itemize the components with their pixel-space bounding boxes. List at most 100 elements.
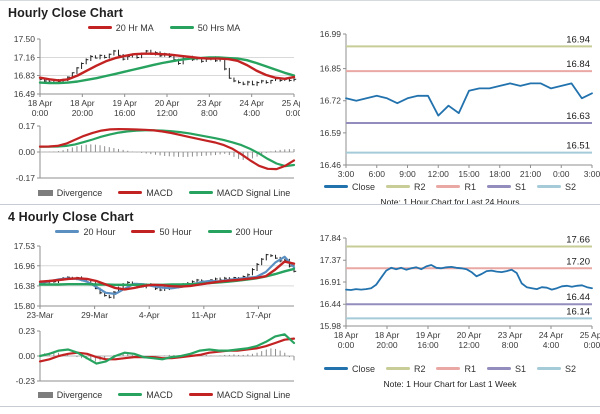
legend-line-swatch — [537, 367, 562, 370]
svg-text:20:00: 20:00 — [72, 108, 94, 118]
weekly-sr-chart: 17.84 17.37 16.91 16.44 15.98 17.66 17.20 16.44… — [320, 234, 600, 350]
svg-text:0:00: 0:00 — [553, 169, 570, 179]
legend-line-swatch — [118, 393, 143, 396]
legend-line-swatch — [436, 185, 461, 188]
hourly-ma-legend: 20 Hr MA 50 Hrs MA — [28, 21, 300, 34]
legend-label: Divergence — [56, 187, 103, 198]
svg-text:16.44: 16.44 — [566, 292, 590, 303]
svg-text:17.53: 17.53 — [14, 241, 36, 251]
legend-label: S2 — [565, 181, 577, 192]
svg-text:8:00: 8:00 — [201, 108, 218, 118]
legend-label: MACD — [146, 389, 173, 400]
svg-text:16.49: 16.49 — [14, 89, 36, 99]
svg-text:16.46: 16.46 — [320, 160, 342, 170]
hourly-sr-legend: Close R2 R1 S1 S2 — [300, 180, 600, 193]
hourly-macd-chart: 0.17 0.00 -0.17 — [16, 121, 296, 183]
legend-label: MACD Signal Line — [216, 187, 291, 198]
svg-text:25 Apr: 25 Apr — [282, 98, 300, 108]
svg-text:18 Apr: 18 Apr — [70, 98, 95, 108]
svg-text:23-Mar: 23-Mar — [27, 310, 54, 320]
svg-text:8:00: 8:00 — [502, 340, 519, 350]
svg-text:16.38: 16.38 — [14, 281, 36, 291]
legend-line-swatch — [87, 26, 112, 29]
svg-text:18:00: 18:00 — [489, 169, 511, 179]
svg-text:29-Mar: 29-Mar — [81, 310, 108, 320]
svg-text:4-Apr: 4-Apr — [139, 310, 160, 320]
svg-text:20:00: 20:00 — [376, 340, 398, 350]
legend-line-swatch — [207, 230, 232, 233]
svg-text:12:00: 12:00 — [428, 169, 450, 179]
svg-text:18 Apr: 18 Apr — [28, 98, 53, 108]
legend-item-macd-signal-line: MACD Signal Line — [188, 187, 291, 198]
svg-text:21:00: 21:00 — [520, 169, 542, 179]
legend-item-r2: R2 — [385, 182, 425, 192]
svg-text:17.20: 17.20 — [566, 256, 590, 267]
legend-line-swatch — [323, 185, 348, 188]
svg-text:0:00: 0:00 — [32, 108, 49, 118]
svg-text:24 Apr: 24 Apr — [239, 98, 264, 108]
legend-line-swatch — [537, 185, 562, 188]
svg-text:24 Apr: 24 Apr — [539, 330, 564, 340]
hourly-sr-chart: 16.99 16.85 16.72 16.59 16.46 16.94 16.84 16.63… — [320, 29, 600, 179]
legend-bar-swatch — [37, 391, 53, 398]
horizontal-divider — [0, 406, 600, 407]
svg-text:17.50: 17.50 — [14, 36, 36, 44]
legend-line-swatch — [385, 367, 410, 370]
svg-text:0:00: 0:00 — [584, 340, 600, 350]
svg-text:0:00: 0:00 — [286, 108, 300, 118]
legend-item-200-hour: 200 Hour — [207, 227, 273, 237]
hourly-sr-note: Note: 1 Hour Chart for Last 24 Hours — [380, 197, 520, 207]
legend-line-swatch — [131, 230, 156, 233]
legend-item-divergence: Divergence — [37, 390, 102, 400]
svg-text:9:00: 9:00 — [399, 169, 416, 179]
svg-text:17-Apr: 17-Apr — [246, 310, 272, 320]
legend-item-20-hour: 20 Hour — [55, 227, 115, 237]
svg-text:16.59: 16.59 — [320, 128, 342, 138]
legend-item-r2: R2 — [385, 364, 425, 374]
svg-text:16.94: 16.94 — [566, 34, 590, 45]
legend-line-swatch — [118, 191, 143, 194]
svg-text:17.66: 17.66 — [566, 235, 590, 246]
four-hourly-macd-legend: Divergence MACD MACD Signal Line — [28, 388, 300, 401]
legend-item-close: Close — [323, 363, 375, 374]
svg-text:18 Apr: 18 Apr — [375, 330, 400, 340]
svg-text:16.85: 16.85 — [320, 64, 342, 74]
legend-line-swatch — [169, 26, 194, 29]
legend-label: Close — [351, 363, 375, 374]
hourly-close-panel: Hourly Close Chart 20 Hr MA 50 Hrs MA 17.… — [0, 2, 300, 203]
svg-text:6:00: 6:00 — [368, 169, 385, 179]
four-hourly-ma-legend: 20 Hour 50 Hour 200 Hour — [28, 225, 300, 238]
svg-text:12:00: 12:00 — [156, 108, 178, 118]
svg-text:23 Apr: 23 Apr — [197, 98, 222, 108]
svg-text:16:00: 16:00 — [114, 108, 136, 118]
svg-text:16.14: 16.14 — [566, 306, 590, 317]
legend-item-50-hrs-ma: 50 Hrs MA — [169, 23, 240, 33]
legend-line-swatch — [385, 185, 410, 188]
weekly-sr-legend: Close R2 R1 S1 S2 — [300, 362, 600, 375]
legend-line-swatch — [323, 367, 348, 370]
svg-text:15.80: 15.80 — [14, 301, 36, 311]
svg-text:25 Apr: 25 Apr — [580, 330, 600, 340]
four-hourly-close-panel: 4 Hourly Close Chart 20 Hour 50 Hour 200 H… — [0, 206, 300, 405]
svg-text:19 Apr: 19 Apr — [112, 98, 137, 108]
svg-text:17.84: 17.84 — [320, 234, 342, 243]
svg-text:17.16: 17.16 — [14, 53, 36, 63]
svg-text:4:00: 4:00 — [243, 108, 260, 118]
svg-text:16.91: 16.91 — [320, 277, 342, 287]
legend-label: S2 — [565, 363, 577, 374]
legend-label: R1 — [464, 363, 476, 374]
svg-text:16.96: 16.96 — [14, 261, 36, 271]
svg-text:-0.23: -0.23 — [16, 376, 36, 386]
legend-item-s2: S2 — [537, 364, 576, 374]
legend-item-r1: R1 — [436, 182, 476, 192]
legend-label: Close — [351, 181, 375, 192]
legend-item-s2: S2 — [537, 182, 576, 192]
legend-item-s1: S1 — [487, 364, 526, 374]
legend-label: 20 Hr MA — [115, 22, 154, 33]
legend-label: 50 Hour — [159, 226, 192, 237]
svg-text:3:00: 3:00 — [584, 169, 600, 179]
svg-text:4:00: 4:00 — [543, 340, 560, 350]
four-hourly-macd-chart: 0.23 0.00 -0.23 — [16, 326, 296, 386]
